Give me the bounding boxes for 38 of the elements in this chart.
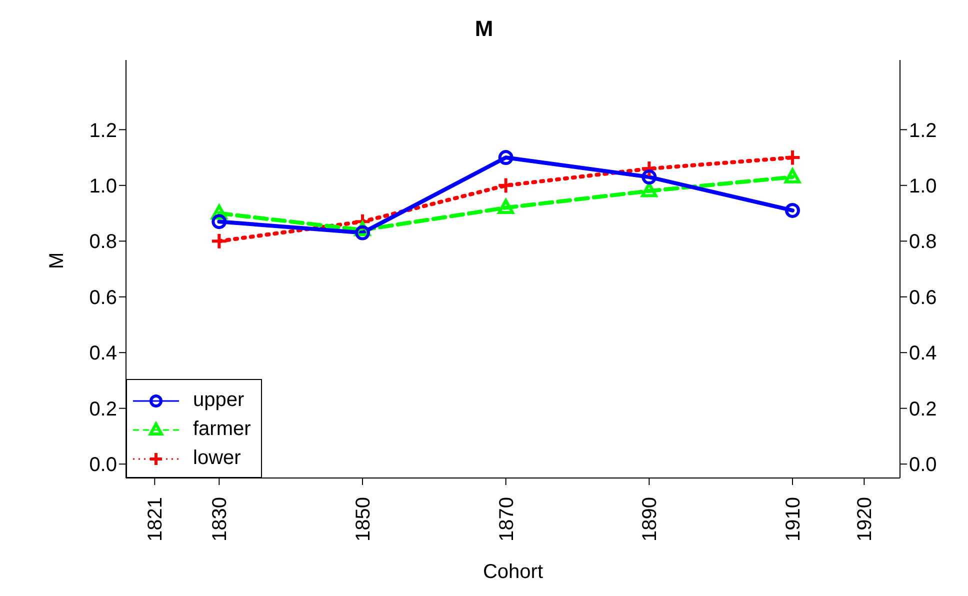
y2-tick-label: 1.2 (909, 120, 937, 142)
y-axis-title: M (46, 252, 68, 269)
y2-tick-label: 1.0 (909, 176, 937, 198)
x-tick-label: 1910 (782, 497, 804, 542)
chart-title: M (474, 16, 494, 42)
x-tick-label: 1920 (854, 497, 876, 542)
y2-tick-label: 0.0 (909, 454, 937, 476)
legend-label: upper (193, 389, 244, 412)
y2-tick-label: 0.4 (909, 342, 937, 365)
point (498, 198, 514, 214)
x-tick-label: 1890 (639, 497, 662, 542)
x-tick-label: 1830 (209, 497, 232, 542)
point (640, 160, 658, 178)
y-tick-label: 0.2 (89, 398, 117, 420)
y-tick-label: 0.4 (89, 342, 117, 365)
y-tick-label: 0.0 (89, 454, 117, 476)
legend-label: lower (193, 447, 241, 470)
y2-tick-label: 0.8 (909, 231, 937, 254)
x-tick-label: 1870 (496, 497, 518, 542)
y-tick-label: 1.0 (89, 176, 117, 198)
point (497, 176, 515, 194)
point (498, 150, 514, 166)
y-tick-label: 0.6 (89, 286, 117, 309)
point (784, 168, 801, 184)
x-tick-label: 1850 (352, 497, 374, 542)
point (642, 170, 657, 185)
point (784, 148, 802, 166)
y2-tick-label: 0.2 (909, 398, 937, 420)
point (641, 182, 658, 198)
y2-tick-label: 0.6 (909, 286, 937, 309)
point (212, 214, 227, 230)
y-tick-label: 0.8 (89, 231, 117, 254)
y-tick-label: 1.2 (89, 120, 117, 142)
point (785, 202, 800, 218)
legend-label: farmer (193, 418, 251, 441)
x-tick-label: 1821 (144, 497, 167, 542)
x-axis-title: Cohort (482, 561, 544, 583)
point (210, 232, 228, 250)
